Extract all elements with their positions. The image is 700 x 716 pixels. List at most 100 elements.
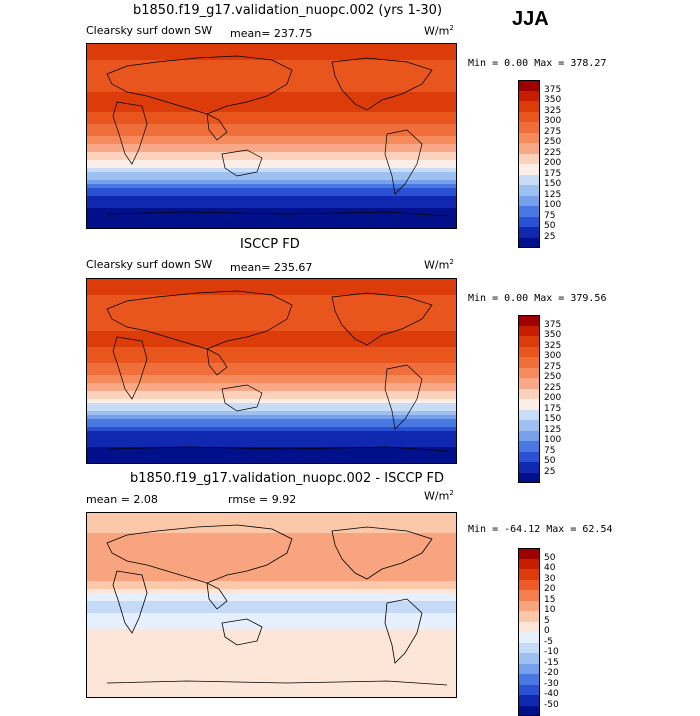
map-band (87, 597, 456, 602)
panel3-map-svg (87, 513, 456, 697)
map-band (87, 557, 456, 562)
panel3-units: W/m2 (424, 489, 454, 503)
map-band (87, 176, 456, 181)
map-band (87, 204, 456, 209)
map-band (87, 88, 456, 93)
colorbar-tick-label: 125 (544, 190, 561, 200)
panel2-title: ISCCP FD (240, 237, 300, 252)
panel3-map (86, 512, 457, 698)
colorbar-tick-label: 15 (544, 595, 555, 605)
map-band (87, 76, 456, 81)
colorbar-tick-label: 40 (544, 563, 555, 573)
map-band (87, 132, 456, 137)
map-band (87, 585, 456, 590)
colorbar-tick-label: 325 (544, 106, 561, 116)
map-band (87, 391, 456, 396)
colorbar-tick-label: 250 (544, 372, 561, 382)
map-band (87, 343, 456, 348)
colorbar-tick-label: 100 (544, 435, 561, 445)
panel1-map (86, 43, 457, 229)
map-band (87, 451, 456, 456)
map-band (87, 581, 456, 586)
panel2-map (86, 278, 457, 464)
panel3-mean: mean = 2.08 (86, 493, 158, 506)
map-band (87, 299, 456, 304)
map-band (87, 665, 456, 670)
map-band (87, 128, 456, 133)
panel3-title: b1850.f19_g17.validation_nuopc.002 - ISC… (130, 471, 444, 486)
panel2-units: W/m2 (424, 258, 454, 272)
map-band (87, 661, 456, 666)
map-band (87, 685, 456, 690)
map-band (87, 96, 456, 101)
map-band (87, 180, 456, 185)
colorbar-tick-label: 300 (544, 116, 561, 126)
map-band (87, 593, 456, 598)
map-band (87, 156, 456, 161)
colorbar-tick-label: 275 (544, 362, 561, 372)
map-band (87, 641, 456, 646)
map-band (87, 347, 456, 352)
map-band (87, 439, 456, 444)
map-band (87, 625, 456, 630)
map-band (87, 287, 456, 292)
panel1-units: W/m2 (424, 24, 454, 38)
map-band (87, 375, 456, 380)
map-band (87, 100, 456, 105)
map-band (87, 455, 456, 460)
map-band (87, 120, 456, 125)
map-band (87, 331, 456, 336)
map-band (87, 609, 456, 614)
map-band (87, 152, 456, 157)
map-band (87, 72, 456, 77)
map-band (87, 395, 456, 400)
colorbar-tick-label: 150 (544, 179, 561, 189)
map-band (87, 351, 456, 356)
colorbar-tick-label: 275 (544, 127, 561, 137)
panel2-mean: mean= 235.67 (230, 261, 312, 274)
map-band (87, 172, 456, 177)
colorbar-tick-label: 350 (544, 95, 561, 105)
map-band (87, 443, 456, 448)
colorbar-tick-label: 175 (544, 404, 561, 414)
map-band (87, 52, 456, 57)
map-band (87, 48, 456, 53)
map-band (87, 689, 456, 694)
map-band (87, 116, 456, 121)
colorbar-tick-label: 50 (544, 221, 555, 231)
map-band (87, 613, 456, 618)
colorbar-tick-label: 0 (544, 626, 550, 636)
colorbar-tick-label: 125 (544, 425, 561, 435)
map-band (87, 164, 456, 169)
colorbar-frame (518, 548, 540, 716)
colorbar-tick-label: 50 (544, 553, 555, 563)
map-band (87, 80, 456, 85)
panel2-variable: Clearsky surf down SW (86, 258, 212, 271)
panel1-mean: mean= 237.75 (230, 27, 312, 40)
map-band (87, 383, 456, 388)
map-band (87, 367, 456, 372)
colorbar-tick-label: 225 (544, 383, 561, 393)
colorbar-tick-label: 150 (544, 414, 561, 424)
panel1-map-svg (87, 44, 456, 228)
map-band (87, 319, 456, 324)
colorbar-tick-label: 250 (544, 137, 561, 147)
map-band (87, 315, 456, 320)
colorbar-tick-label: -40 (544, 689, 559, 699)
colorbar-tick-label: -20 (544, 668, 559, 678)
colorbar-tick-label: -50 (544, 700, 559, 710)
colorbar-tick-label: 10 (544, 605, 555, 615)
map-band (87, 669, 456, 674)
colorbar-tick-label: 75 (544, 446, 555, 456)
colorbar-tick-label: 75 (544, 211, 555, 221)
map-band (87, 415, 456, 420)
map-band (87, 355, 456, 360)
colorbar-frame (518, 80, 540, 248)
panel3-rmse: rmse = 9.92 (228, 493, 296, 506)
colorbar-tick-label: 300 (544, 351, 561, 361)
colorbar-tick-label: -15 (544, 658, 559, 668)
map-band (87, 399, 456, 404)
season-label: JJA (512, 8, 549, 31)
map-band (87, 545, 456, 550)
panel3-minmax: Min = -64.12 Max = 62.54 (468, 524, 613, 535)
